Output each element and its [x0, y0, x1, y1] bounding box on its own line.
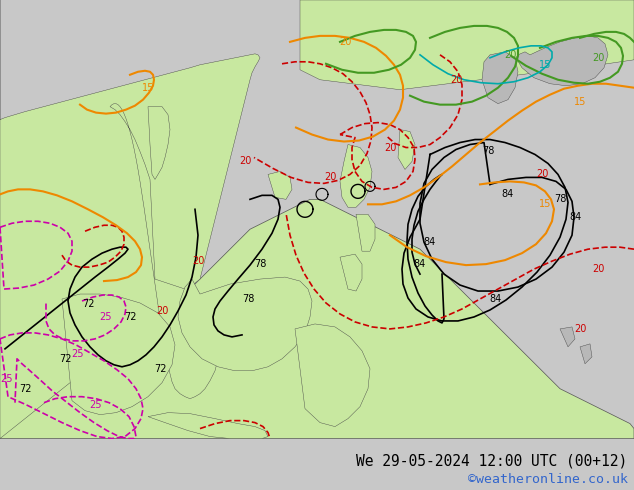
Text: 25: 25 — [72, 349, 84, 359]
Polygon shape — [398, 129, 415, 170]
Polygon shape — [0, 199, 634, 439]
Text: 15: 15 — [539, 60, 551, 70]
Text: 20: 20 — [536, 170, 548, 179]
Text: 72: 72 — [154, 364, 166, 374]
Text: 20: 20 — [324, 172, 336, 182]
Polygon shape — [148, 107, 170, 179]
Polygon shape — [340, 145, 372, 207]
Polygon shape — [110, 104, 220, 399]
Text: 84: 84 — [414, 259, 426, 269]
Text: 72: 72 — [59, 354, 71, 364]
Polygon shape — [295, 324, 370, 427]
Text: 20: 20 — [156, 306, 168, 316]
Text: 15: 15 — [574, 97, 586, 107]
Text: 84: 84 — [490, 294, 502, 304]
Text: 20: 20 — [339, 37, 351, 47]
Text: 20: 20 — [504, 50, 516, 60]
Text: 84: 84 — [502, 189, 514, 199]
Text: 84: 84 — [424, 237, 436, 247]
Text: 72: 72 — [19, 384, 31, 393]
Text: 20: 20 — [384, 143, 396, 152]
Text: 72: 72 — [82, 299, 94, 309]
Text: 84: 84 — [569, 212, 581, 222]
Polygon shape — [580, 344, 592, 364]
Polygon shape — [300, 0, 634, 90]
Text: 25: 25 — [89, 400, 101, 410]
Polygon shape — [482, 52, 518, 104]
Text: 25: 25 — [99, 312, 111, 322]
Polygon shape — [268, 172, 292, 199]
Polygon shape — [340, 254, 362, 291]
Text: 20: 20 — [450, 75, 462, 85]
Text: 20: 20 — [592, 53, 604, 63]
Polygon shape — [0, 0, 260, 439]
Text: 78: 78 — [482, 147, 494, 156]
Text: 15: 15 — [539, 199, 551, 209]
Polygon shape — [148, 413, 268, 439]
Polygon shape — [560, 327, 575, 347]
Text: 78: 78 — [554, 195, 566, 204]
Text: 72: 72 — [124, 312, 136, 322]
Text: 20: 20 — [192, 256, 204, 266]
Text: 20: 20 — [574, 324, 586, 334]
Text: 78: 78 — [254, 259, 266, 269]
Text: ©weatheronline.co.uk: ©weatheronline.co.uk — [468, 473, 628, 486]
Polygon shape — [516, 36, 608, 86]
Text: 78: 78 — [242, 294, 254, 304]
Polygon shape — [62, 294, 175, 415]
Text: We 29-05-2024 12:00 UTC (00+12): We 29-05-2024 12:00 UTC (00+12) — [356, 454, 628, 469]
Text: 20: 20 — [592, 264, 604, 274]
Text: 25: 25 — [0, 374, 13, 384]
Text: 15: 15 — [142, 83, 154, 93]
Polygon shape — [356, 214, 375, 251]
Text: 20: 20 — [239, 156, 251, 167]
Polygon shape — [178, 277, 312, 371]
